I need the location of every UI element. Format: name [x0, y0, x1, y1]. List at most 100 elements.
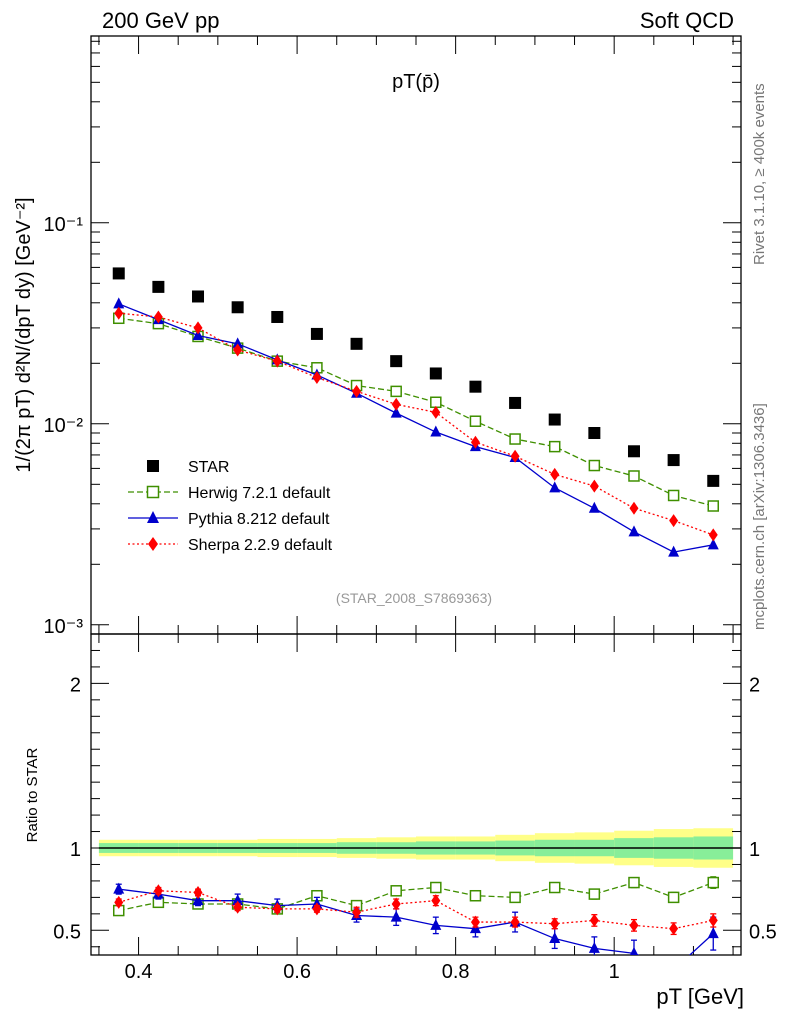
data-point [350, 337, 363, 350]
data-point [430, 918, 442, 930]
main-panel: 10⁻¹ 10⁻² 10⁻³ pT(p̄) (STAR_2008_S7869363)… [13, 35, 742, 638]
data-point [192, 290, 205, 303]
data-point [628, 876, 640, 889]
data-point [153, 884, 163, 898]
ratio-series-sherpa-2-2-9-default [114, 884, 718, 936]
data-point [430, 881, 442, 894]
ratio-ylabel: Ratio to STAR [24, 747, 41, 842]
analysis-label: (STAR_2008_S7869363) [336, 590, 492, 606]
main-title: pT(p̄) [392, 71, 440, 93]
data-point [707, 876, 720, 889]
data-point [153, 310, 163, 324]
series-line [118, 312, 714, 536]
data-point [193, 885, 203, 899]
data-point [707, 474, 720, 487]
ratio-ticks: 0.5 0.5 1 1 2 2 0.4 0.6 0.8 1 [53, 634, 777, 983]
data-point [707, 927, 719, 939]
data-point [469, 889, 482, 902]
data-point [469, 380, 482, 393]
data-point [510, 915, 520, 929]
series-line [118, 317, 714, 507]
legend: STAR Herwig 7.2.1 default Pythia 8.212 def… [128, 459, 333, 554]
data-point [147, 511, 159, 523]
ratio-series-herwig-7-2-1-default [112, 876, 720, 917]
data-point [509, 396, 522, 409]
data-point [628, 470, 640, 482]
data-point [112, 267, 125, 280]
data-point [588, 888, 601, 900]
ratio-xlabel: pT [GeV] [656, 984, 744, 1009]
data-point [469, 415, 482, 427]
data-point [272, 902, 282, 916]
ratio-frame [90, 633, 742, 956]
data-point [627, 445, 640, 458]
data-point [390, 355, 403, 368]
data-point [113, 297, 125, 309]
data-point [707, 538, 719, 550]
data-point [669, 514, 679, 528]
data-point [192, 894, 204, 906]
data-point [668, 963, 679, 974]
data-point [509, 891, 521, 904]
ratio-xtick-label: 0.6 [283, 961, 311, 983]
legend-entry: Sherpa 2.2.9 default [128, 537, 333, 554]
data-point [233, 900, 243, 914]
legend-label: Herwig 7.2.1 default [188, 485, 331, 502]
data-point [668, 545, 680, 557]
data-point [589, 913, 599, 927]
data-point [470, 915, 480, 929]
data-point [113, 882, 125, 894]
data-point [429, 367, 442, 380]
legend-label: STAR [188, 459, 229, 476]
series-sherpa-2-2-9-default [114, 306, 718, 542]
data-point [193, 321, 203, 335]
data-point [390, 385, 402, 398]
data-point [114, 895, 124, 909]
data-point [352, 905, 362, 919]
data-point [233, 343, 243, 357]
data-point [629, 918, 639, 932]
data-point [548, 881, 561, 894]
mcplots-label: mcplots.cern.ch [arXiv:1306.3436] [751, 403, 768, 630]
data-point [548, 440, 561, 453]
data-point [431, 405, 441, 419]
ratio-series-line [118, 890, 714, 930]
ratio-series-line [118, 888, 714, 955]
data-point [152, 280, 165, 293]
main-ticks: 10⁻¹ 10⁻² 10⁻³ [44, 36, 741, 638]
data-point [509, 433, 521, 445]
data-point [271, 310, 284, 323]
ratio-series-line [118, 881, 714, 912]
data-point [391, 397, 401, 411]
ratio-ytick-label-right: 2 [749, 674, 760, 696]
data-point [629, 501, 639, 515]
ratio-ytick-label-left: 2 [70, 674, 81, 696]
ratio-ytick-label-right: 1 [749, 839, 760, 861]
ratio-panel: 0.5 0.5 1 1 2 2 0.4 0.6 0.8 1 Ratio to STAR pT [G… [24, 633, 777, 1009]
main-ytick-label: 10⁻² [44, 415, 84, 437]
legend-label: Pythia 8.212 default [188, 511, 330, 528]
data-point [708, 528, 718, 542]
data-point [272, 354, 282, 368]
data-point [667, 454, 680, 467]
rivet-label: Rivet 3.1.10, ≥ 400k events [751, 83, 768, 265]
main-series [112, 267, 720, 557]
data-point [629, 946, 639, 955]
main-ytick-label: 10⁻¹ [44, 214, 84, 236]
data-point [549, 932, 561, 944]
data-point [588, 501, 600, 513]
data-point [114, 306, 124, 320]
data-point [146, 485, 160, 499]
data-point [232, 337, 244, 349]
data-point [147, 460, 159, 472]
ratio-ytick-label-left: 0.5 [53, 921, 81, 943]
data-point [588, 427, 601, 440]
ratio-series [112, 876, 720, 974]
data-point [391, 897, 401, 911]
data-point [470, 435, 480, 449]
data-point [667, 489, 680, 502]
ratio-ytick-label-left: 1 [70, 839, 81, 861]
data-point [310, 327, 323, 340]
data-point [312, 370, 322, 384]
